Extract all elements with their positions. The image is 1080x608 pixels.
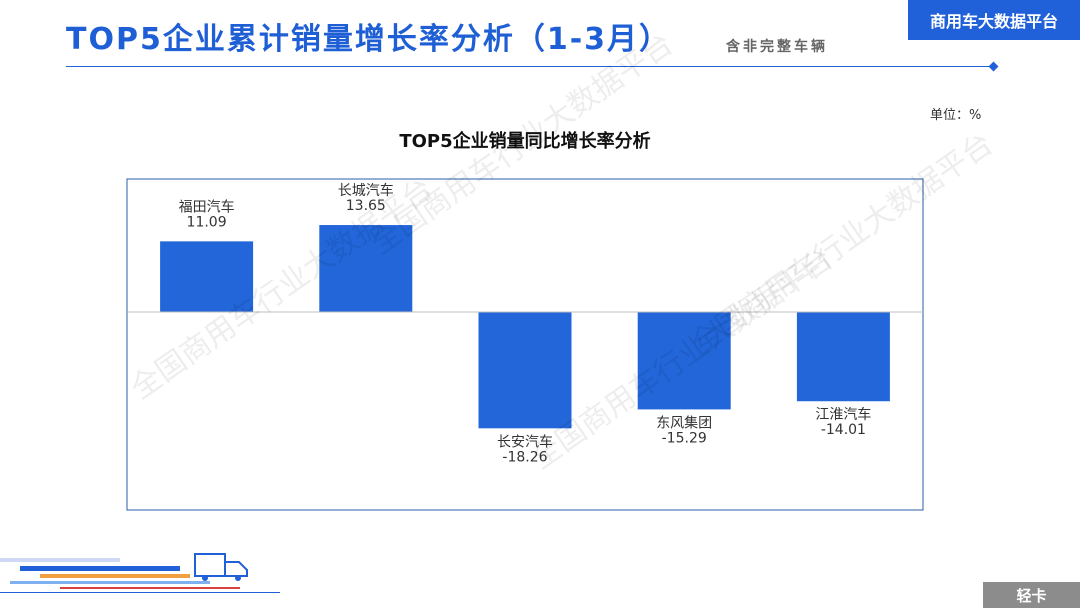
- speed-line: [20, 566, 180, 571]
- value-label: -14.01: [821, 422, 866, 438]
- category-label: 福田汽车: [179, 198, 235, 215]
- chart-title: TOP5企业销量同比增长率分析: [399, 131, 651, 152]
- truck-wheel-icon: [202, 575, 208, 581]
- value-label: -18.26: [502, 449, 547, 465]
- header-divider: [66, 66, 994, 67]
- bar: [637, 312, 731, 410]
- category-label: 东风集团: [656, 414, 712, 431]
- category-label: 江淮汽车: [815, 406, 871, 423]
- bar-series: [160, 225, 890, 429]
- value-label: 11.09: [187, 214, 227, 230]
- brand-badge: 商用车大数据平台: [908, 0, 1080, 40]
- road-line: [0, 592, 280, 593]
- bar: [319, 225, 413, 312]
- truck-icon: [194, 553, 248, 577]
- speed-line: [10, 581, 210, 584]
- truck-wheel-icon: [235, 575, 241, 581]
- page-title: TOP5企业累计销量增长率分析（1-3月）: [66, 22, 672, 57]
- category-label: 长安汽车: [497, 433, 553, 450]
- speed-line: [0, 558, 120, 562]
- bar: [796, 312, 890, 402]
- truck-decoration: [0, 553, 280, 593]
- unit-label: 单位：%: [930, 108, 982, 123]
- value-label: -15.29: [662, 430, 707, 446]
- category-label: 长城汽车: [338, 182, 394, 199]
- plot-frame: [126, 178, 924, 511]
- bar: [478, 312, 572, 429]
- bar: [160, 241, 254, 312]
- page-subtitle: 含非完整车辆: [726, 39, 828, 55]
- speed-line: [60, 587, 240, 589]
- segment-tag: 轻卡: [983, 582, 1080, 608]
- speed-line: [40, 574, 190, 578]
- value-label: 13.65: [346, 198, 386, 214]
- watermark-text: 全国商用车行业大数据平台: [365, 26, 680, 261]
